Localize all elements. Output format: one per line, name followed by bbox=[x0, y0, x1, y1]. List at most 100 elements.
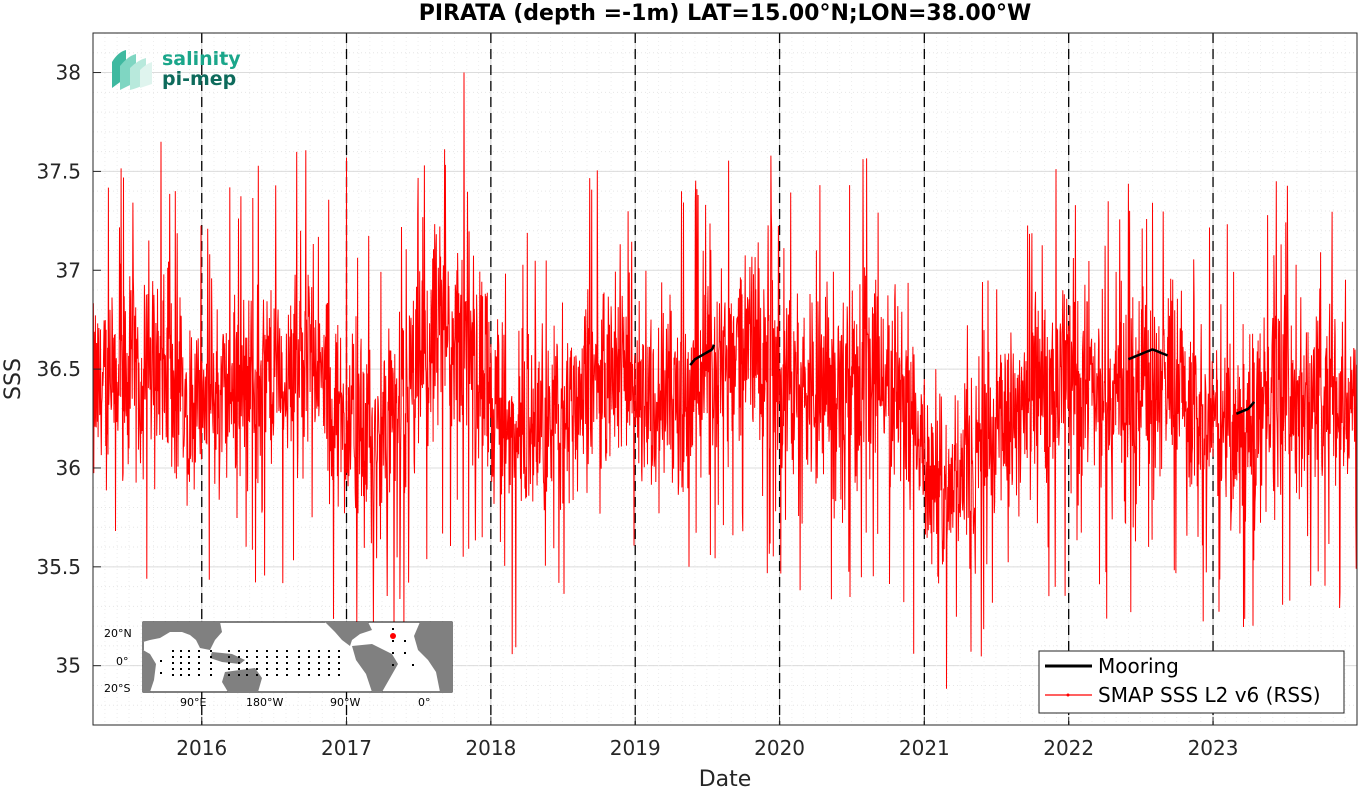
series-line-mooring-segment bbox=[1127, 348, 1169, 361]
inset-map-land-west-africa bbox=[414, 622, 452, 692]
buoy-marker bbox=[328, 662, 330, 664]
logo-line2: pi-mep bbox=[162, 68, 236, 90]
x-axis-ticks: 2016 2017 2018 2019 2020 2021 2022 2023 bbox=[176, 717, 1238, 760]
y-tick-label: 36.5 bbox=[36, 357, 81, 381]
x-axis-label: Date bbox=[699, 767, 752, 790]
buoy-marker bbox=[298, 650, 300, 652]
buoy-marker bbox=[338, 662, 340, 664]
buoy-marker bbox=[228, 668, 230, 670]
buoy-marker bbox=[266, 650, 268, 652]
buoy-marker bbox=[338, 674, 340, 676]
buoy-marker bbox=[172, 656, 174, 658]
buoy-marker bbox=[188, 650, 190, 652]
series-layer bbox=[92, 72, 1358, 689]
buoy-marker bbox=[276, 656, 278, 658]
buoy-marker bbox=[238, 656, 240, 658]
inset-map-land-africa bbox=[143, 650, 156, 692]
logo-wave-icon bbox=[112, 50, 152, 90]
buoy-marker bbox=[172, 668, 174, 670]
buoy-marker bbox=[328, 674, 330, 676]
buoy-marker bbox=[392, 640, 394, 642]
buoy-marker bbox=[210, 674, 212, 676]
legend-box bbox=[1038, 650, 1345, 714]
x-tick-label: 2022 bbox=[1043, 736, 1094, 760]
buoy-marker bbox=[172, 662, 174, 664]
salinity-pimep-logo: salinity pi-mep bbox=[112, 48, 241, 90]
buoy-marker bbox=[308, 674, 310, 676]
buoy-marker bbox=[210, 656, 212, 658]
buoy-marker bbox=[210, 662, 212, 664]
x-tick-label: 2016 bbox=[176, 736, 227, 760]
buoy-marker bbox=[172, 674, 174, 676]
buoy-marker bbox=[392, 628, 394, 630]
buoy-marker bbox=[328, 650, 330, 652]
buoy-marker bbox=[308, 668, 310, 670]
buoy-marker bbox=[256, 668, 258, 670]
buoy-marker bbox=[286, 668, 288, 670]
buoy-marker bbox=[188, 656, 190, 658]
buoy-marker bbox=[308, 650, 310, 652]
buoy-marker bbox=[198, 662, 200, 664]
series-line-mooring-segment bbox=[689, 344, 716, 366]
x-tick-label: 2017 bbox=[321, 736, 372, 760]
buoy-marker bbox=[266, 668, 268, 670]
buoy-marker bbox=[276, 668, 278, 670]
buoy-marker bbox=[276, 650, 278, 652]
series-line-smap bbox=[92, 72, 1358, 689]
buoy-marker bbox=[328, 656, 330, 658]
buoy-marker bbox=[160, 672, 162, 674]
inset-map-lat-tick: 20°S bbox=[104, 682, 130, 695]
inset-map-land-indonesia bbox=[210, 652, 245, 664]
buoy-marker bbox=[256, 650, 258, 652]
buoy-marker bbox=[238, 668, 240, 670]
y-tick-label: 37.5 bbox=[36, 159, 81, 183]
buoy-marker bbox=[210, 668, 212, 670]
buoy-marker bbox=[392, 652, 394, 654]
y-tick-label: 37 bbox=[56, 258, 81, 282]
buoy-marker bbox=[338, 668, 340, 670]
x-tick-label: 2018 bbox=[465, 736, 516, 760]
inset-map-lon-tick: 90°W bbox=[330, 696, 360, 709]
x-tick-label: 2021 bbox=[899, 736, 950, 760]
logo-line1: salinity bbox=[162, 48, 241, 70]
buoy-marker bbox=[256, 674, 258, 676]
buoy-marker bbox=[338, 650, 340, 652]
inset-map-land-south-america bbox=[352, 644, 398, 692]
legend-swatch-smap-marker bbox=[1066, 693, 1070, 697]
buoy-marker bbox=[228, 656, 230, 658]
y-tick-label: 35.5 bbox=[36, 555, 81, 579]
buoy-marker bbox=[266, 662, 268, 664]
buoy-marker bbox=[318, 650, 320, 652]
inset-map-lat-tick: 20°N bbox=[104, 627, 132, 640]
buoy-marker bbox=[172, 650, 174, 652]
grid bbox=[93, 33, 1357, 726]
buoy-marker bbox=[298, 656, 300, 658]
buoy-marker bbox=[188, 674, 190, 676]
buoy-marker bbox=[318, 668, 320, 670]
buoy-marker bbox=[298, 674, 300, 676]
buoy-marker bbox=[198, 656, 200, 658]
buoy-marker bbox=[238, 662, 240, 664]
buoy-marker bbox=[238, 650, 240, 652]
buoy-marker bbox=[256, 656, 258, 658]
buoy-marker bbox=[246, 668, 248, 670]
buoy-marker bbox=[180, 662, 182, 664]
legend-label-smap: SMAP SSS L2 v6 (RSS) bbox=[1098, 683, 1321, 707]
inset-map-selected-station bbox=[390, 633, 396, 639]
buoy-marker bbox=[160, 660, 162, 662]
buoy-marker bbox=[286, 674, 288, 676]
buoy-marker bbox=[286, 650, 288, 652]
buoy-marker bbox=[286, 656, 288, 658]
x-tick-label: 2020 bbox=[754, 736, 805, 760]
buoy-marker bbox=[404, 640, 406, 642]
legend: Mooring SMAP SSS L2 v6 (RSS) bbox=[1038, 650, 1345, 714]
buoy-marker bbox=[228, 674, 230, 676]
inset-map-lon-tick: 0° bbox=[418, 696, 431, 709]
buoy-marker bbox=[246, 650, 248, 652]
buoy-marker bbox=[276, 674, 278, 676]
buoy-marker bbox=[180, 656, 182, 658]
buoy-marker bbox=[308, 656, 310, 658]
buoy-marker bbox=[256, 662, 258, 664]
y-tick-label: 35 bbox=[56, 654, 81, 678]
